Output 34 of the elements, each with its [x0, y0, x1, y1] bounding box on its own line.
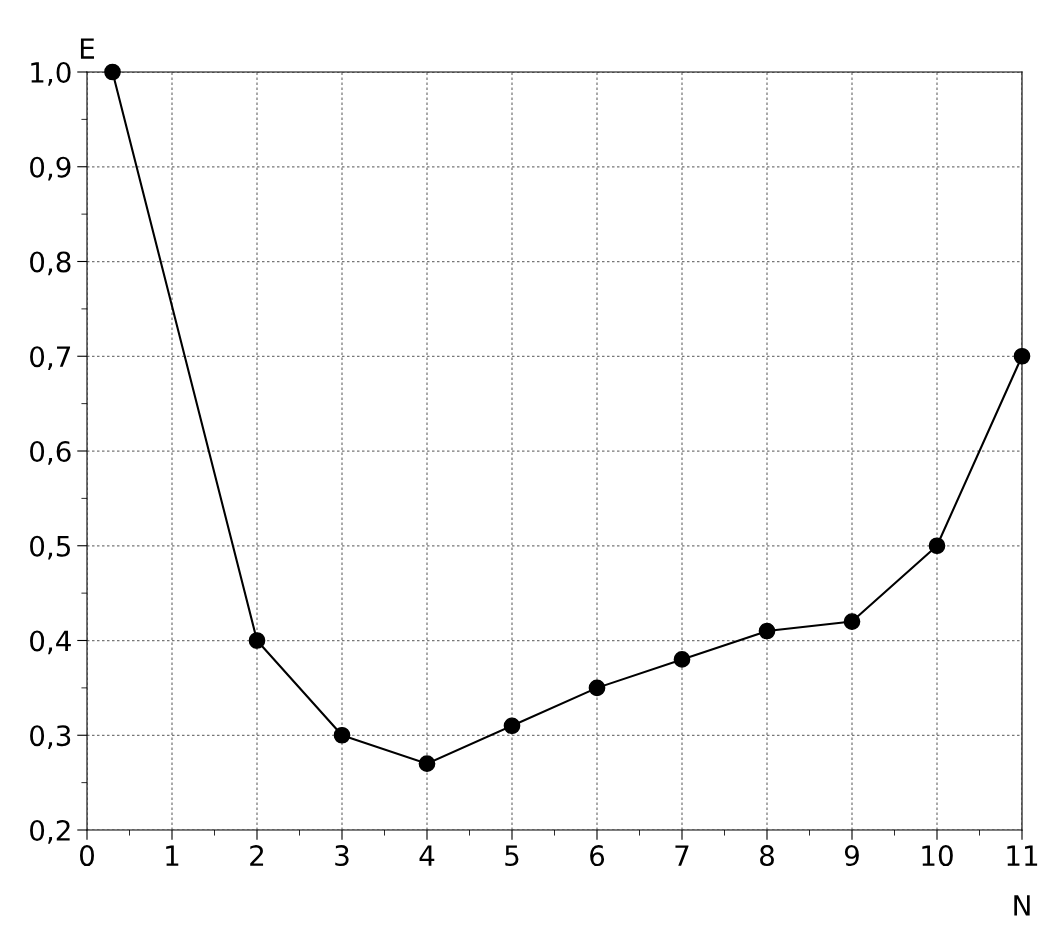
x-tick-label: 10	[922, 845, 953, 867]
x-tick-label: 11	[1007, 845, 1038, 866]
point	[673, 651, 691, 668]
point	[248, 632, 266, 649]
point	[758, 622, 776, 640]
y-tick-label: 0,2	[30, 819, 70, 844]
y-tick-label: 0,3	[30, 725, 71, 750]
y-tick-label: 0,8	[30, 251, 71, 276]
x-tick-label: 4	[419, 845, 435, 866]
y-tick-label: 0,4	[30, 630, 71, 655]
x-tick-label: 7	[675, 845, 689, 866]
x-tick-label: 1	[166, 845, 179, 866]
point	[1013, 347, 1031, 365]
point	[503, 717, 521, 735]
x-tick-label: 5	[505, 845, 519, 867]
x-axis-title: N	[1014, 895, 1030, 916]
x-tick-label: 9	[844, 845, 859, 867]
point	[333, 726, 351, 744]
x-tick-label: 6	[590, 845, 605, 867]
y-tick-label: 1,0	[31, 61, 71, 86]
y-tick-label: 0,5	[30, 535, 70, 560]
y-tick-label: 0,6	[30, 440, 71, 465]
point	[928, 537, 946, 555]
x-tick-label: 3	[335, 845, 349, 867]
y-axis-title: E	[80, 38, 94, 59]
point	[418, 755, 436, 773]
point	[104, 63, 121, 81]
x-tick-label: 0	[79, 845, 94, 867]
x-tick-label: 8	[760, 845, 774, 867]
y-tick-label: 0,9	[30, 156, 71, 181]
x-tick-label: 2	[250, 845, 264, 866]
y-tick-label: 0,7	[30, 346, 71, 371]
point	[843, 613, 861, 630]
point	[588, 679, 606, 697]
